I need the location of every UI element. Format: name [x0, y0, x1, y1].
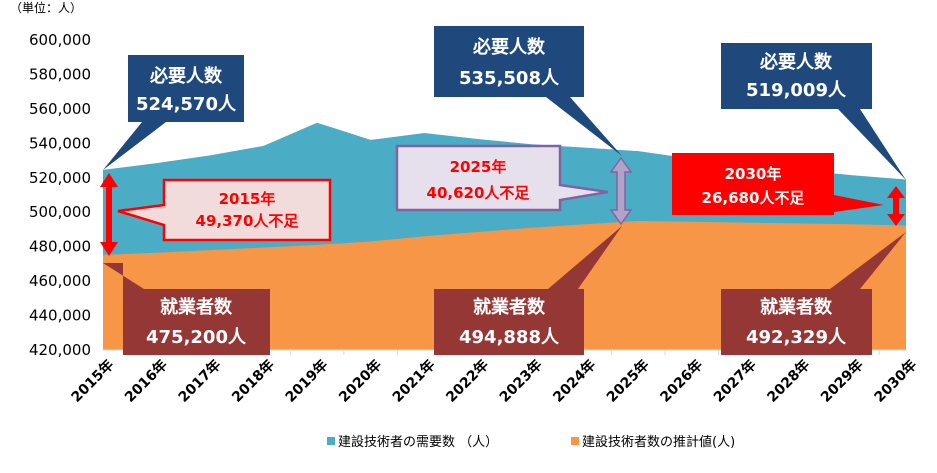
x-tick-label: 2028年: [764, 356, 813, 405]
legend-label-1: 建設技術者数の推計値(人): [582, 434, 735, 450]
x-tick-label: 2027年: [710, 356, 759, 405]
y-tick-label: 540,000: [29, 134, 91, 152]
x-tick-label: 2018年: [228, 356, 277, 405]
legend-swatch-0: [327, 437, 335, 445]
demand-callout-2030-line2: 519,009人: [746, 80, 847, 101]
x-tick-label: 2016年: [121, 356, 170, 405]
y-tick-label: 440,000: [29, 307, 91, 325]
shortage-callout-2030-line1: 2030年: [725, 165, 782, 183]
shortage-arrow-2030: [887, 186, 905, 226]
y-tick-label: 560,000: [29, 100, 91, 118]
demand-callout-2015: [103, 55, 244, 170]
unit-label: （単位：人）: [10, 0, 82, 15]
x-tick-label: 2025年: [603, 356, 652, 405]
workers-callout-2025-line2: 494,888人: [459, 327, 560, 348]
shortage-arrow-2025: [609, 156, 633, 226]
demand-callout-2015-line2: 524,570人: [136, 94, 237, 115]
workers-callout-2015-line1: 就業者数: [160, 296, 233, 318]
x-tick-label: 2015年: [68, 356, 117, 405]
workers-callout-2030: [721, 232, 906, 355]
shortage-callout-2015: [117, 178, 332, 242]
y-tick-label: 480,000: [29, 238, 91, 256]
workers-callout-2030-line2: 492,329人: [746, 327, 847, 348]
series-area-1: [103, 221, 906, 350]
demand-callout-2025: [434, 26, 622, 156]
y-tick-label: 520,000: [29, 169, 91, 187]
legend: 建設技術者の需要数 （人） 建設技術者数の推計値(人): [327, 434, 735, 450]
y-tick-label: 420,000: [29, 341, 91, 359]
shortage-arrow-2015: [100, 173, 118, 256]
y-tick-label: 600,000: [29, 31, 91, 49]
y-tick-label: 460,000: [29, 272, 91, 290]
workers-callout-2015-line2: 475,200人: [146, 327, 247, 348]
x-tick-label: 2022年: [443, 356, 492, 405]
workers-callout-2025-line1: 就業者数: [473, 296, 546, 318]
demand-callout-2025-line1: 必要人数: [472, 36, 546, 58]
demand-callout-2030-line1: 必要人数: [759, 51, 833, 73]
y-tick-label: 500,000: [29, 203, 91, 221]
x-tick-label: 2017年: [175, 356, 224, 405]
x-tick-label: 2020年: [335, 356, 384, 405]
x-axis: 2015年 2016年 2017年 2018年 2019年 2020年 2021年 2022年…: [68, 349, 920, 406]
demand-callout-2030: [721, 43, 906, 180]
annotations: 必要人数524,570人必要人数535,508人必要人数519,009人就業者数…: [100, 26, 906, 355]
workers-callout-2015: [103, 263, 270, 355]
demand-callout-2015-line1: 必要人数: [149, 65, 223, 87]
shortage-callout-2030-line2: 26,680人不足: [702, 189, 806, 207]
x-tick-label: 2026年: [657, 356, 706, 405]
x-tick-label: 2029年: [817, 356, 866, 405]
workers-callout-2025: [434, 226, 622, 355]
shortage-callout-2015-line1: 2015年: [219, 190, 276, 208]
shortage-callout-2025-line1: 2025年: [450, 158, 507, 176]
x-tick-label: 2021年: [389, 356, 438, 405]
x-tick-label: 2030年: [871, 356, 920, 405]
shortage-callout-2015-line2: 49,370人不足: [196, 212, 300, 230]
shortage-callout-2030: [672, 153, 884, 215]
shortage-callout-2025-line2: 40,620人不足: [427, 184, 531, 202]
legend-label-0: 建設技術者の需要数 （人）: [338, 434, 498, 450]
x-tick-label: 2019年: [282, 356, 331, 405]
y-tick-label: 580,000: [29, 65, 91, 83]
x-tick-label: 2023年: [496, 356, 545, 405]
y-axis: 420,000 440,000 460,000 480,000 500,000 520,0…: [29, 31, 91, 359]
demand-callout-2025-line2: 535,508人: [459, 68, 560, 89]
workers-callout-2030-line1: 就業者数: [760, 296, 833, 318]
legend-swatch-1: [571, 437, 579, 445]
shortage-callout-2025: [395, 144, 609, 212]
x-tick-label: 2024年: [550, 356, 599, 405]
